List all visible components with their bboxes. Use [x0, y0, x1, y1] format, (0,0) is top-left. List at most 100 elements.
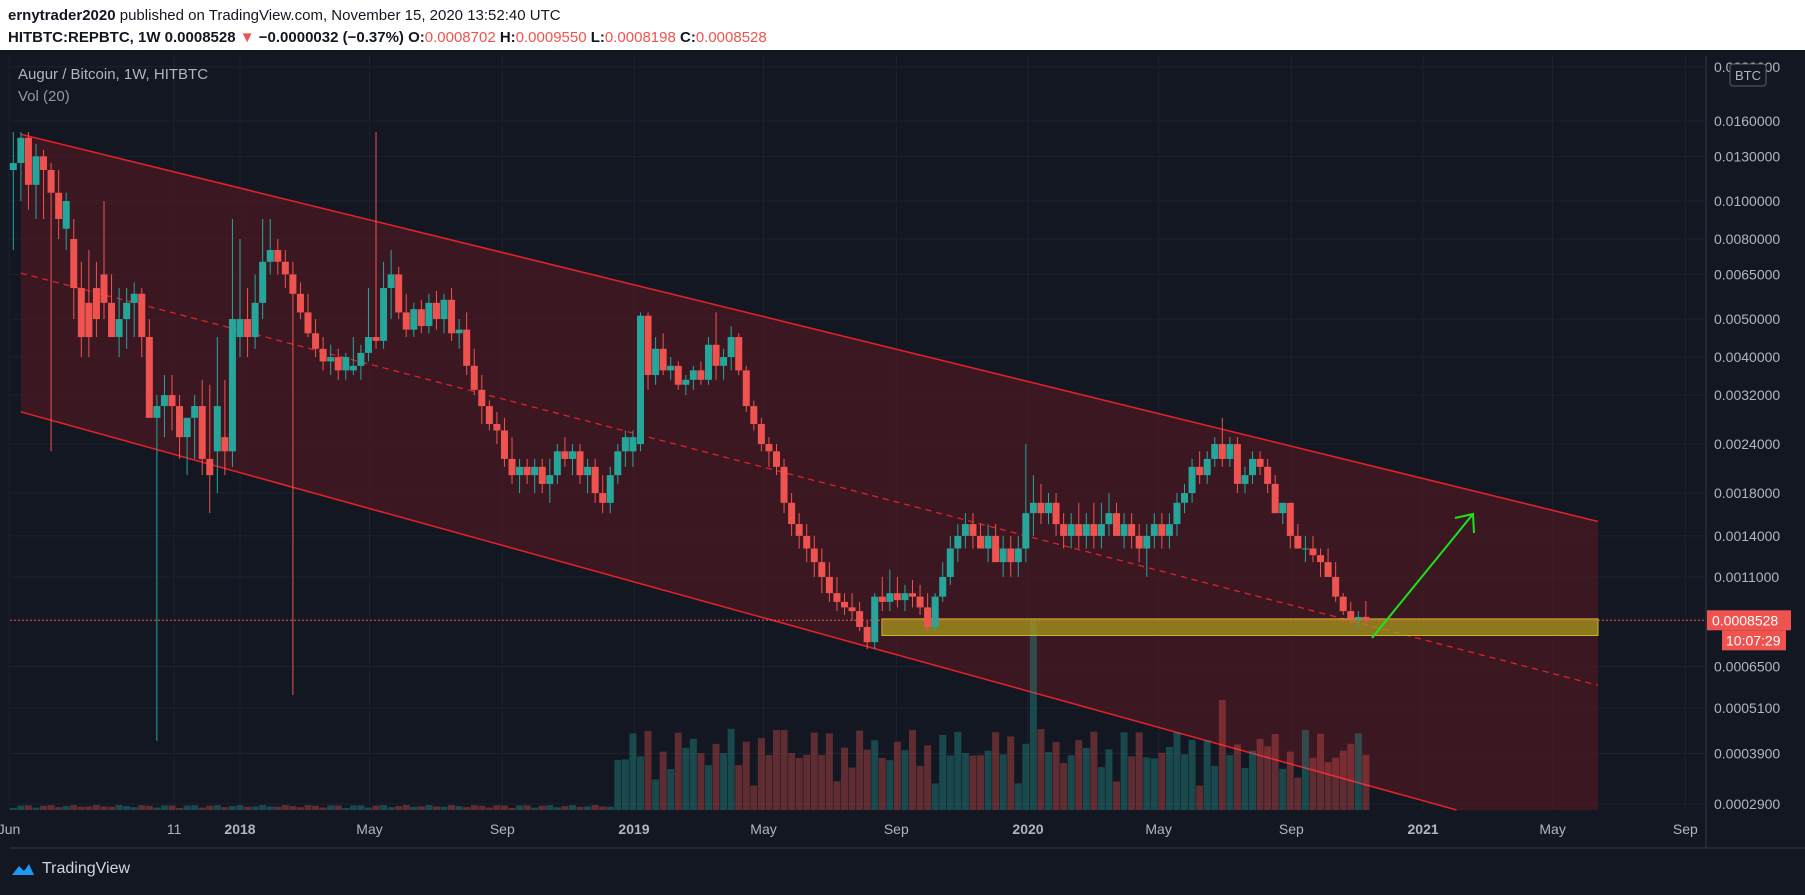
volume-bar [946, 755, 954, 810]
volume-bar [833, 781, 841, 810]
volume-bar [825, 733, 833, 810]
candle-body [191, 406, 199, 418]
candle-body [251, 302, 259, 338]
candle-body [440, 299, 448, 320]
volume-bar [1135, 732, 1143, 810]
cloud-icon [12, 864, 34, 875]
currency-badge-label: BTC [1735, 68, 1761, 83]
volume-bar [32, 807, 40, 810]
price-tick-label: 0.0011000 [1714, 569, 1779, 585]
candle-body [1173, 502, 1181, 525]
price-chart[interactable]: 0.02200000.01600000.01300000.01000000.00… [0, 50, 1805, 850]
volume-bar [878, 757, 886, 810]
volume-bar [115, 805, 123, 810]
volume-bar [485, 807, 493, 810]
volume-bar [516, 805, 524, 810]
volume-bar [659, 751, 667, 810]
channel-upper-line [20, 133, 1599, 523]
volume-bar [198, 807, 206, 810]
candle-body [961, 524, 969, 536]
volume-bar [319, 807, 327, 810]
candle-body [470, 365, 478, 390]
volume-bar [85, 806, 93, 810]
candle-body [1264, 466, 1272, 484]
volume-bar [606, 806, 614, 810]
candle-body [380, 288, 388, 341]
tradingview-logo[interactable]: TradingView [10, 860, 130, 878]
volume-bar [697, 753, 705, 810]
candle-body [780, 466, 788, 503]
volume-bar [1241, 768, 1249, 810]
candle-body [659, 348, 667, 371]
volume-bar [689, 738, 697, 810]
candle-body [153, 406, 161, 418]
volume-bar [712, 743, 720, 810]
candle-body [1082, 524, 1090, 536]
candle-body [1045, 502, 1053, 514]
volume-bar [652, 779, 660, 810]
volume-bar [62, 806, 70, 810]
series-legend[interactable]: Augur / Bitcoin, 1W, HITBTC [18, 66, 209, 83]
candle-body [682, 379, 690, 385]
price-tick-label: 0.0005100 [1714, 700, 1780, 716]
volume-bar [1007, 736, 1015, 810]
candle-body [244, 319, 252, 338]
candle-body [1158, 524, 1166, 536]
candle-body [561, 451, 569, 459]
volume-bar [893, 741, 901, 810]
candle-body [1014, 548, 1022, 563]
candle-body [1067, 524, 1075, 536]
volume-bar [1294, 777, 1302, 810]
volume-bar [1332, 757, 1340, 810]
volume-bar [1014, 783, 1022, 810]
candle-body [1362, 616, 1370, 621]
volume-bar [931, 783, 939, 810]
volume-bar [387, 807, 395, 810]
price-tick-label: 0.0032000 [1714, 387, 1780, 403]
candle-body [1075, 524, 1083, 536]
candle-body [735, 337, 743, 371]
time-tick-label: 2021 [1408, 821, 1439, 837]
candle-body [924, 607, 932, 627]
candle-body [1143, 535, 1151, 549]
volume-bar [742, 741, 750, 810]
candle-body [168, 395, 176, 407]
volume-bar [977, 755, 985, 810]
candle-body [410, 309, 418, 330]
candle-body [614, 451, 622, 476]
candle-body [417, 309, 425, 327]
candle-body [327, 357, 335, 362]
volume-bar [1037, 729, 1045, 810]
high-label: H: [499, 29, 516, 46]
candle-body [1256, 458, 1264, 467]
candle-body [606, 475, 614, 503]
volume-bar [1120, 732, 1128, 810]
candle-body [871, 596, 879, 643]
candle-body [553, 451, 561, 476]
candle-body [77, 288, 85, 338]
volume-bar [40, 805, 48, 810]
volume-legend[interactable]: Vol (20) [18, 88, 70, 105]
volume-bar [1128, 756, 1136, 810]
candle-body [591, 466, 599, 494]
volume-bar [576, 806, 584, 810]
volume-bar [531, 807, 539, 810]
volume-bar [1264, 746, 1272, 810]
volume-bar [1022, 743, 1030, 810]
candle-body [878, 596, 886, 602]
candle-body [24, 137, 32, 185]
candle-body [765, 444, 773, 452]
volume-bar [1271, 734, 1279, 810]
volume-bar [455, 806, 463, 810]
volume-bar [886, 760, 894, 810]
author-name[interactable]: ernytrader2020 [8, 7, 116, 24]
volume-bar [1158, 752, 1166, 810]
candle-body [908, 593, 916, 597]
candle-body [1286, 502, 1294, 536]
chart-area[interactable]: 0.02200000.01600000.01300000.01000000.00… [0, 50, 1805, 850]
footer: TradingView [0, 850, 1805, 895]
candle-body [9, 163, 17, 170]
high-value: 0.0009550 [515, 29, 587, 46]
volume-bar [1286, 751, 1294, 810]
candle-body [1090, 524, 1098, 536]
